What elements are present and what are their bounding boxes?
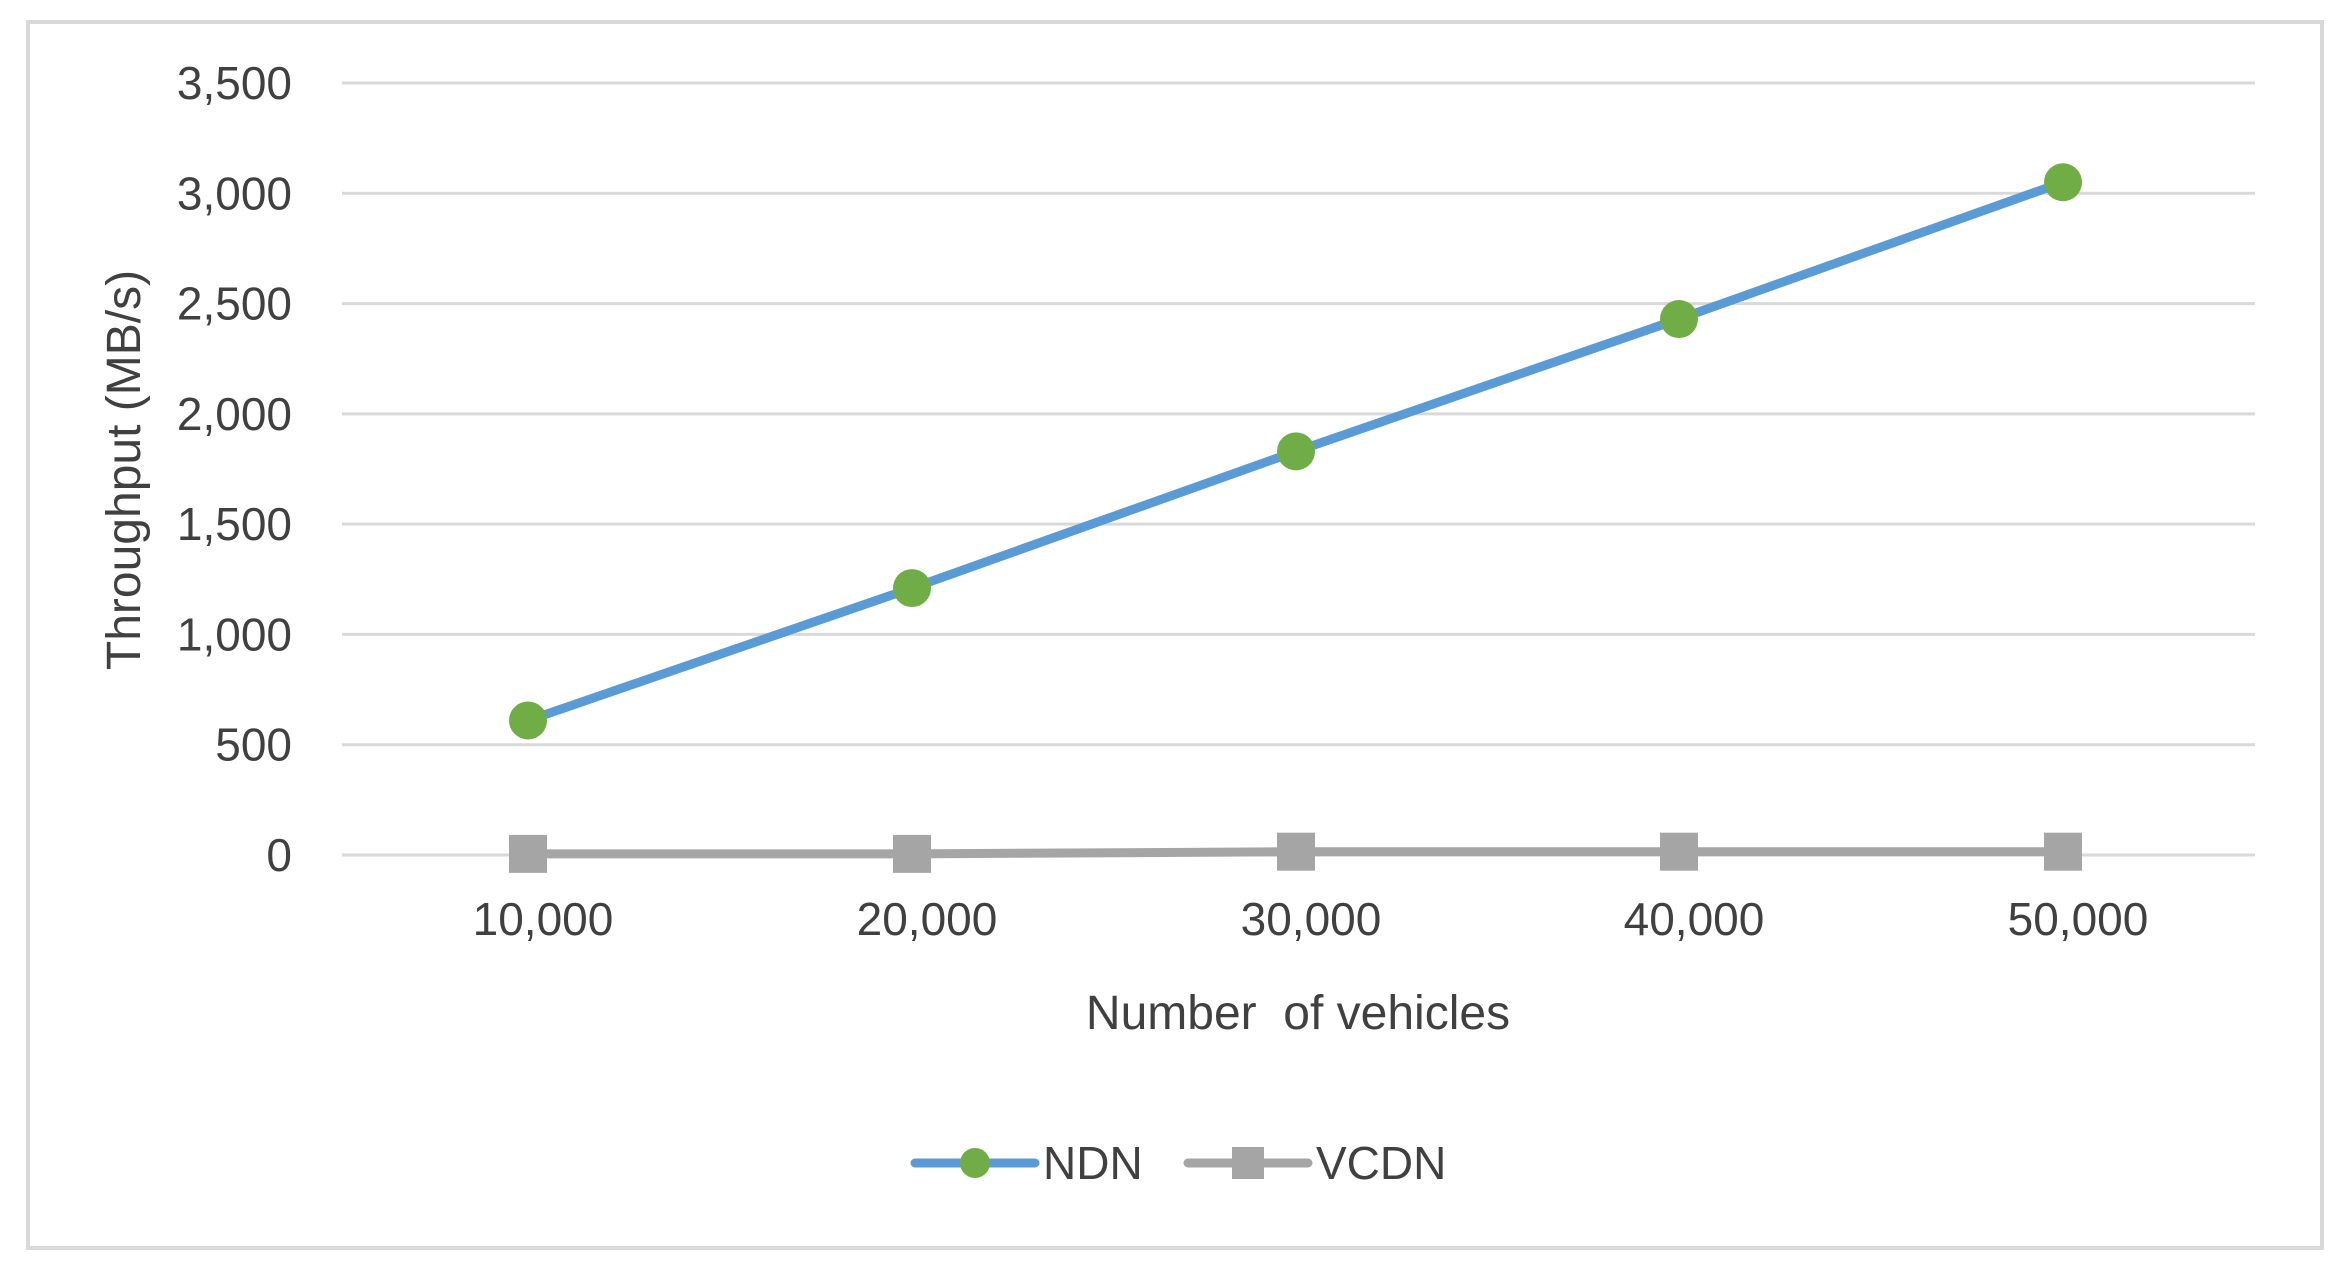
y-tick-label: 3,500	[177, 57, 292, 109]
y-axis-tick-labels: 0 500 1,000 1,500 2,000 2,500 3,000 3,500	[177, 57, 292, 881]
data-point	[1660, 300, 1698, 339]
series-ndn	[509, 163, 2082, 740]
data-point	[509, 834, 547, 873]
series-vcdn	[509, 832, 2082, 873]
legend-item-vcdn: VCDN	[1183, 1137, 1446, 1189]
data-point	[2044, 163, 2082, 202]
data-point	[509, 701, 547, 740]
legend-label: VCDN	[1316, 1137, 1446, 1189]
y-tick-label: 0	[266, 829, 292, 881]
x-tick-label: 30,000	[1241, 893, 1382, 945]
legend-marker	[1232, 1147, 1264, 1179]
y-tick-label: 1,500	[177, 498, 292, 550]
x-tick-label: 40,000	[1624, 893, 1765, 945]
data-point	[893, 569, 931, 608]
legend-label: NDN	[1043, 1137, 1143, 1189]
x-axis-tick-labels: 10,000 20,000 30,000 40,000 50,000	[473, 893, 2149, 945]
x-axis-title: Number of vehicles	[1086, 987, 1510, 1040]
legend-marker	[960, 1148, 990, 1178]
x-tick-label: 20,000	[857, 893, 998, 945]
y-tick-label: 2,000	[177, 388, 292, 440]
data-point	[893, 834, 931, 873]
y-tick-label: 500	[215, 719, 292, 771]
x-tick-label: 50,000	[2008, 893, 2149, 945]
series-plot-area	[509, 163, 2082, 873]
data-point	[1277, 432, 1315, 471]
data-point	[2044, 832, 2082, 871]
legend-item-ndn: NDN	[910, 1137, 1143, 1189]
y-tick-label: 3,000	[177, 167, 292, 219]
data-point	[1660, 832, 1698, 871]
y-tick-label: 1,000	[177, 608, 292, 660]
data-point	[1277, 832, 1315, 871]
x-tick-label: 10,000	[473, 893, 614, 945]
y-tick-label: 2,500	[177, 278, 292, 330]
y-axis-title: Throughput (MB/s)	[98, 270, 151, 670]
legend: NDN VCDN	[910, 1137, 1446, 1189]
